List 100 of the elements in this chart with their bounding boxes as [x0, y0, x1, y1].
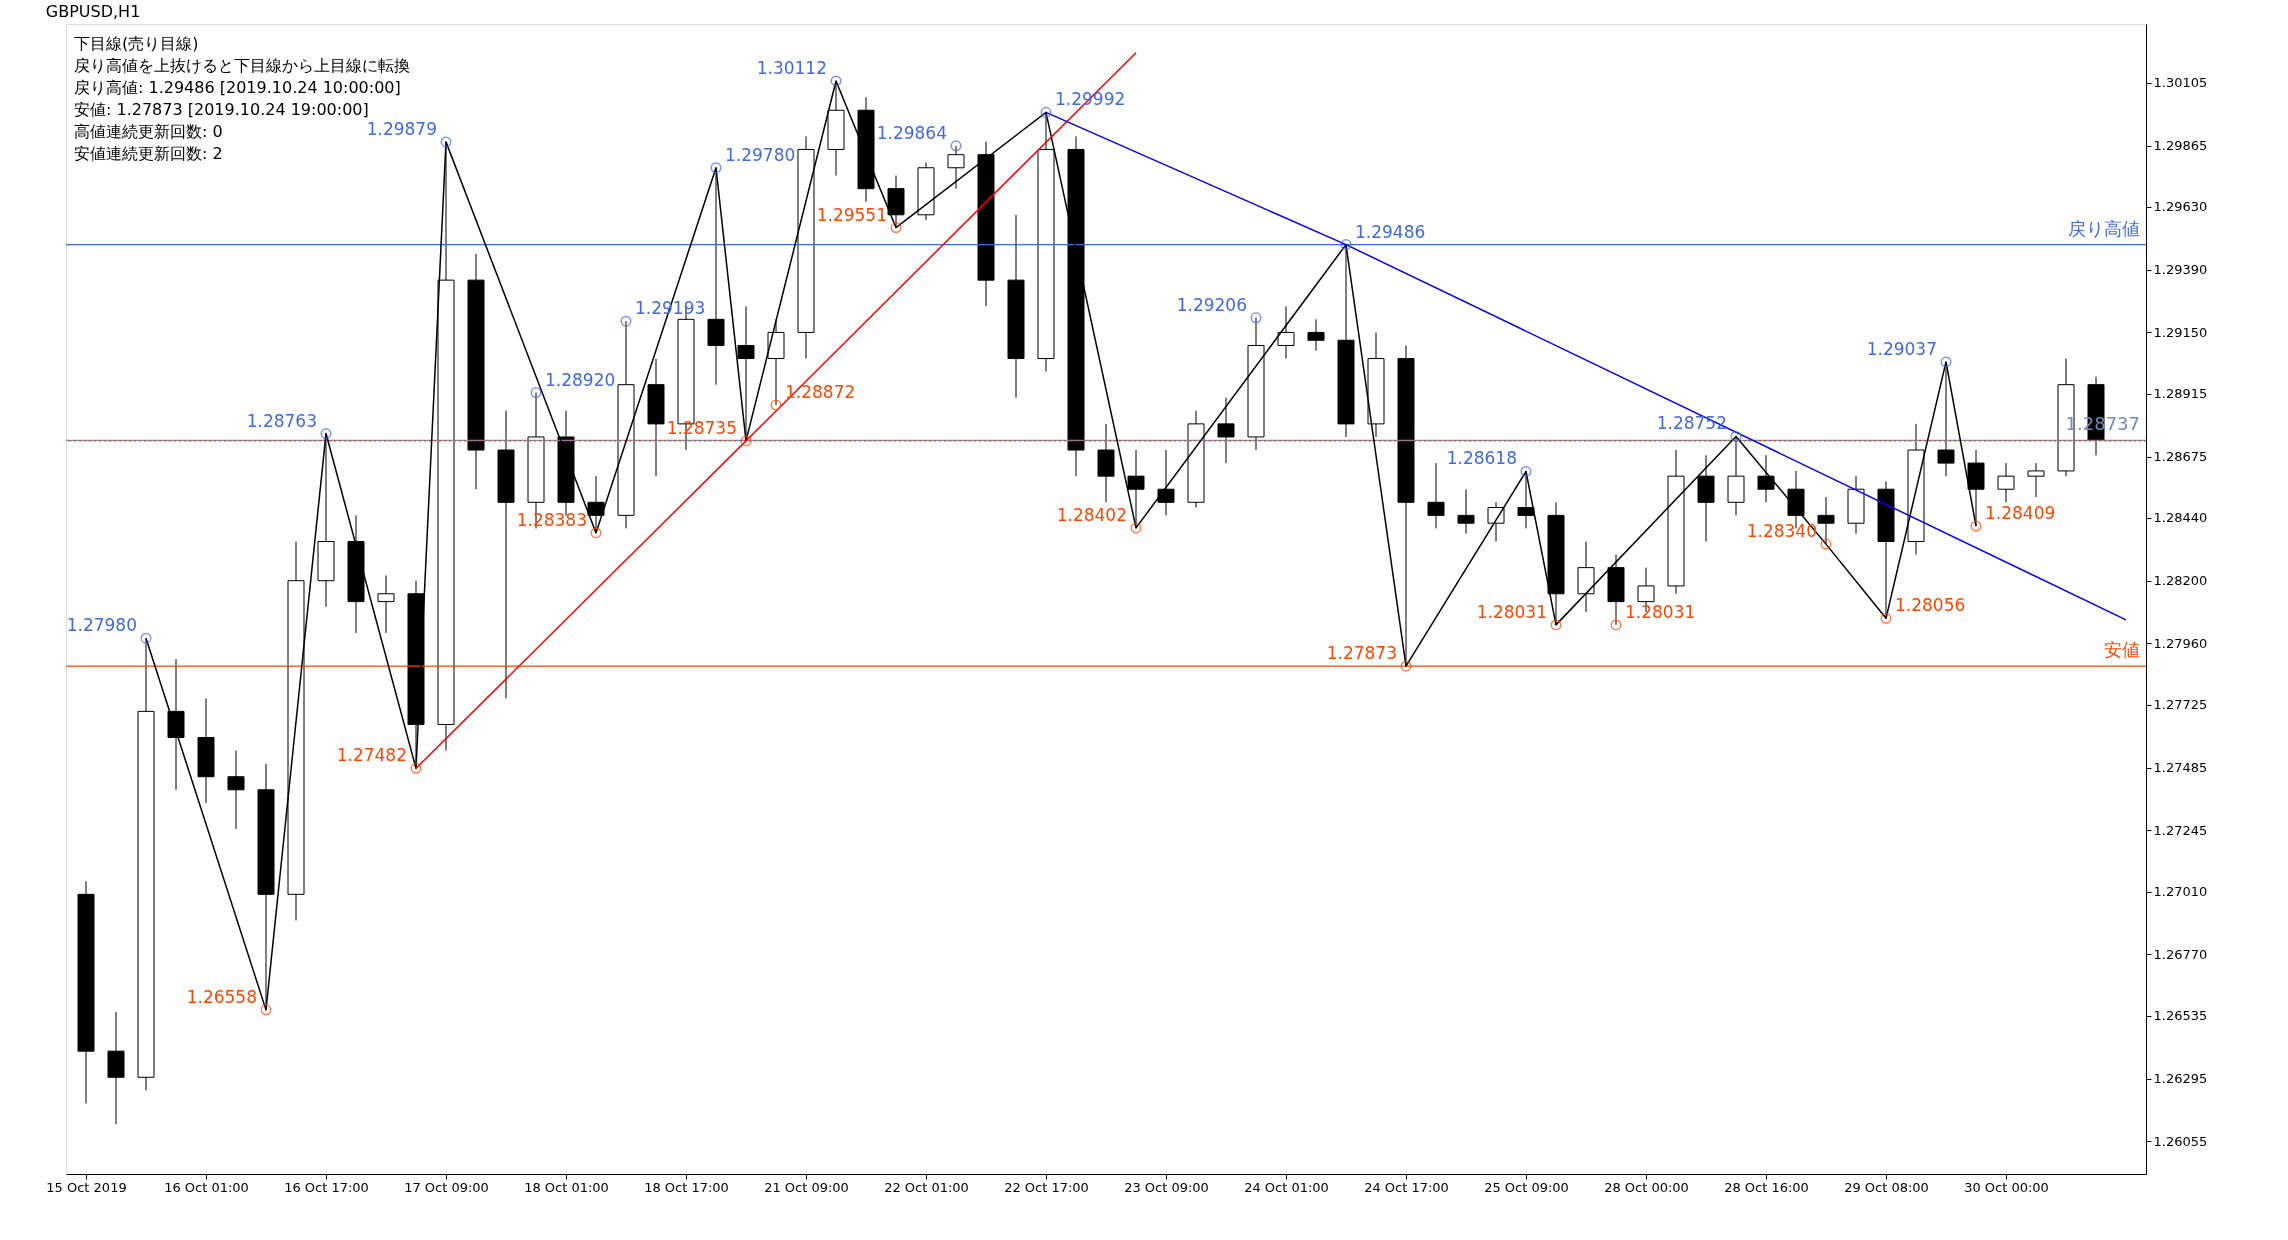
data-label: 1.28031	[1625, 601, 1696, 622]
data-label: 1.26558	[186, 986, 257, 1007]
x-tick-label: 16 Oct 17:00	[284, 1179, 369, 1195]
y-tick-label: 1.28200	[2153, 573, 2208, 589]
point	[1610, 619, 1622, 631]
y-tick-label: 1.29865	[2153, 138, 2208, 154]
point	[1250, 312, 1262, 324]
point	[1880, 612, 1892, 624]
candlestick	[1487, 501, 1505, 542]
point	[410, 762, 422, 774]
candlestick	[1217, 397, 1235, 464]
point	[140, 632, 152, 644]
y-tick-label: 1.26055	[2153, 1133, 2208, 1149]
data-label: 1.29879	[366, 118, 437, 139]
candlestick	[167, 658, 185, 791]
y-tick-label: 1.29390	[2153, 262, 2208, 278]
point	[1340, 239, 1352, 251]
data-label: 1.29037	[1866, 338, 1937, 359]
annotation: 高値連続更新回数: 0	[74, 122, 223, 141]
x-tick-label: 29 Oct 08:00	[1844, 1179, 1929, 1195]
candlestick	[1307, 318, 1325, 352]
candlestick	[1157, 449, 1175, 516]
candlestick	[1757, 454, 1775, 503]
data-label: 1.28056	[1895, 595, 1966, 616]
x-tick-label: 22 Oct 01:00	[884, 1179, 969, 1195]
data-label: 1.29551	[816, 204, 887, 225]
y-tick-label: 1.27010	[2153, 884, 2208, 900]
y-tick-label: 1.28915	[2153, 386, 2208, 402]
data-label: 1.28340	[1746, 521, 1817, 542]
y-tick-label: 1.29630	[2153, 199, 2208, 215]
y-tick-label: 1.27725	[2153, 697, 2208, 713]
y-tick-label: 1.27485	[2153, 760, 2208, 776]
x-tick-label: 24 Oct 17:00	[1364, 1179, 1449, 1195]
point	[620, 315, 632, 327]
point	[260, 1004, 272, 1016]
data-label: 1.29864	[876, 122, 947, 143]
data-label: 1.28763	[246, 410, 317, 431]
annotation: 安値: 1.27873 [2019.10.24 19:00:00]	[74, 100, 369, 119]
point	[1820, 538, 1832, 550]
annotation: 戻り高値を上抜けると下目線から上目線に転換	[74, 56, 410, 75]
x-tick-label: 17 Oct 09:00	[404, 1179, 489, 1195]
x-tick-label: 28 Oct 00:00	[1604, 1179, 1689, 1195]
data-label: 1.28752	[1656, 413, 1727, 434]
x-tick-label: 30 Oct 00:00	[1964, 1179, 2049, 1195]
point	[1970, 520, 1982, 532]
point	[1730, 430, 1742, 442]
y-tick-label: 1.29150	[2153, 324, 2208, 340]
x-tick-label: 18 Oct 17:00	[644, 1179, 729, 1195]
point	[320, 428, 332, 440]
data-label: 1.28618	[1446, 448, 1517, 469]
x-tick-label: 16 Oct 01:00	[164, 1179, 249, 1195]
candlestick	[1427, 462, 1445, 529]
data-label: 1.27980	[66, 615, 137, 636]
data-label: 1.27873	[1326, 643, 1397, 664]
annotation: 下目線(売り目線)	[74, 34, 199, 53]
point	[710, 162, 722, 174]
data-label: 1.29780	[725, 144, 796, 165]
x-tick-label: 15 Oct 2019	[46, 1179, 127, 1195]
candlestick	[1997, 462, 2015, 503]
point	[740, 435, 752, 447]
data-label: 1.28735	[666, 417, 737, 438]
ref-line-label: 安値	[2104, 639, 2140, 661]
point	[830, 75, 842, 87]
point	[770, 399, 782, 411]
point	[1130, 522, 1142, 534]
data-label: 1.28409	[1985, 503, 2056, 524]
y-tick-label: 1.26770	[2153, 946, 2208, 962]
point	[590, 527, 602, 539]
point	[1940, 356, 1952, 368]
x-tick-label: 25 Oct 09:00	[1484, 1179, 1569, 1195]
data-label: 1.27482	[336, 745, 407, 766]
point	[950, 140, 962, 152]
data-label: 1.29206	[1176, 294, 1247, 315]
x-tick-label: 23 Oct 09:00	[1124, 1179, 1209, 1195]
data-label: 1.28383	[516, 509, 587, 530]
data-label: 1.28402	[1056, 504, 1127, 525]
annotation: 戻り高値: 1.29486 [2019.10.24 10:00:00]	[74, 78, 401, 97]
x-tick-label: 21 Oct 09:00	[764, 1179, 849, 1195]
annotation: 安値連続更新回数: 2	[74, 144, 223, 163]
x-tick-label: 18 Oct 01:00	[524, 1179, 609, 1195]
x-tick-label: 28 Oct 16:00	[1724, 1179, 1809, 1195]
y-tick-label: 1.27960	[2153, 635, 2208, 651]
x-tick-label: 24 Oct 01:00	[1244, 1179, 1329, 1195]
point	[1400, 660, 1412, 672]
point	[890, 222, 902, 234]
y-tick-label: 1.27245	[2153, 822, 2208, 838]
candlestick	[1277, 305, 1295, 360]
candlestick	[227, 750, 245, 830]
y-tick-label: 1.28675	[2153, 449, 2208, 465]
candlestick	[1457, 488, 1475, 535]
data-label: 1.30112	[756, 57, 827, 78]
data-label: 1.29486	[1355, 221, 1426, 242]
data-label: 1.28920	[545, 369, 616, 390]
point	[530, 387, 542, 399]
y-tick-label: 1.28440	[2153, 510, 2208, 526]
y-tick-label: 1.26535	[2153, 1008, 2208, 1024]
chart-title: GBPUSD,H1	[45, 2, 141, 21]
y-tick-label: 1.26295	[2153, 1071, 2208, 1087]
point	[440, 136, 452, 148]
candlestick	[2027, 462, 2045, 498]
